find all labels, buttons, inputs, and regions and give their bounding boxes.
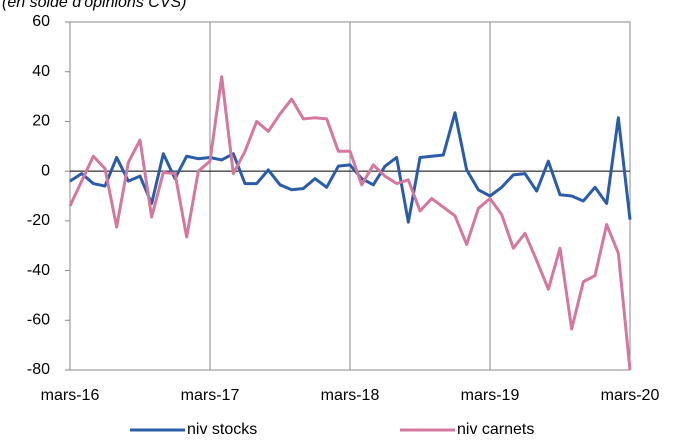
series-line (68, 75, 632, 371)
y-tick-label: 40 (32, 63, 50, 80)
y-tick-label: -60 (27, 312, 50, 329)
y-tick-label: -40 (27, 262, 50, 279)
y-tick-label: 20 (32, 113, 50, 130)
x-tick-label: mars-19 (461, 387, 520, 404)
y-tick-label: -20 (27, 212, 50, 229)
x-tick-label: mars-16 (41, 387, 100, 404)
x-tick-label: mars-20 (601, 387, 660, 404)
y-tick-label: 60 (32, 13, 50, 30)
chart-subtitle: (en solde d'opinions CVS) (2, 0, 187, 11)
y-tick-label: -80 (27, 361, 50, 378)
legend-label: niv carnets (457, 421, 534, 438)
y-tick-label: 0 (41, 162, 50, 179)
series-line (69, 111, 632, 224)
x-tick-label: mars-17 (181, 387, 240, 404)
x-tick-label: mars-18 (321, 387, 380, 404)
legend-label: niv stocks (187, 421, 257, 438)
